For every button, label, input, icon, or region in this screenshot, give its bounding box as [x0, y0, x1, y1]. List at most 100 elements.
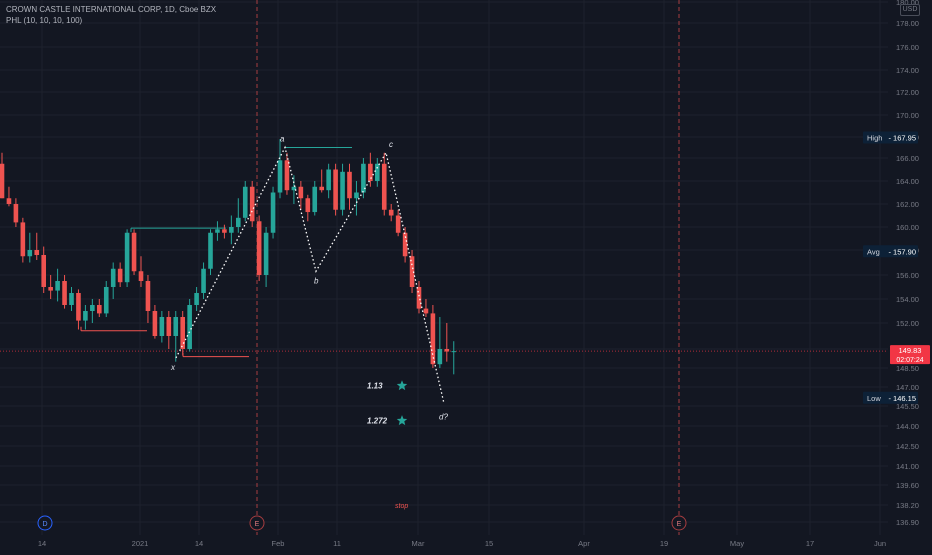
candle-body: [97, 305, 102, 314]
price-tick-label: 142.50: [896, 442, 919, 451]
candle-body: [48, 287, 53, 291]
price-tick-label: 162.00: [896, 200, 919, 209]
time-tick-label: Apr: [578, 539, 590, 548]
star-icon: [396, 415, 408, 426]
time-tick-label: 14: [38, 539, 46, 548]
pattern-point-label: a: [280, 135, 285, 144]
candle-body: [117, 268, 123, 283]
price-tick-label: 156.00: [896, 271, 919, 280]
candle-body: [62, 281, 67, 305]
candle-body: [83, 311, 88, 321]
candle-body: [138, 271, 144, 281]
annotations: 1.13 1.272 stop: [367, 380, 408, 510]
candle-body: [347, 171, 352, 199]
candle-body: [103, 287, 109, 314]
annotation-text: 1.272: [367, 417, 388, 426]
price-tick-label: 178.00: [896, 19, 919, 28]
grid: [0, 0, 888, 535]
candle-body: [34, 250, 40, 255]
price-tick-label: 145.50: [896, 402, 919, 411]
price-tick-label: 136.90: [896, 518, 919, 527]
high-bg: [863, 131, 918, 144]
bar-countdown: 02:07:24: [896, 357, 923, 364]
candle-body: [298, 186, 304, 199]
candle-body: [180, 317, 185, 349]
candle-body: [20, 222, 26, 257]
price-axis: 180.00178.00176.00174.00172.00170.00168.…: [888, 0, 932, 550]
candle-body: [354, 192, 359, 199]
candle-body: [340, 171, 345, 210]
candle-body: [388, 209, 394, 216]
low-value: - 146.15: [888, 394, 916, 403]
time-tick-label: 15: [485, 539, 493, 548]
price-tick-label: 170.00: [896, 111, 919, 120]
avg-bg: [863, 245, 918, 258]
candle-body: [41, 255, 46, 287]
price-tick-label: 164.00: [896, 177, 919, 186]
candle-body: [222, 229, 227, 233]
symbol-title[interactable]: CROWN CASTLE INTERNATIONAL CORP, 1D, Cbo…: [6, 5, 217, 14]
candle-body: [361, 163, 366, 193]
candle-body: [312, 186, 318, 213]
pattern-point-label: b: [314, 276, 319, 285]
low-label: Low: [867, 394, 881, 403]
price-labels: High - 167.95 Avg - 157.90 Low - 146.15 149.83…: [863, 131, 930, 404]
low-bg: [863, 391, 918, 404]
pattern-connector: [285, 148, 386, 153]
star-icon: [396, 380, 408, 391]
indicator-legend[interactable]: PHL (10, 10, 10, 100): [6, 16, 83, 25]
candle-body: [166, 317, 172, 336]
pattern-point-label: x: [170, 363, 176, 372]
price-tick-label: 180.00: [896, 0, 919, 7]
candle-body: [270, 192, 276, 233]
price-tick-label: 172.00: [896, 88, 919, 97]
candle-body: [444, 349, 450, 352]
currency-badge[interactable]: USD: [900, 4, 920, 16]
candle-body: [409, 256, 415, 287]
dividend-marker: [37, 515, 53, 531]
price-tick-label: 152.00: [896, 319, 919, 328]
candle-body: [236, 217, 241, 227]
price-tick-label: 174.00: [896, 66, 919, 75]
harmonic-pattern: x a b c d?: [170, 135, 448, 422]
price-tick-label: 148.50: [896, 364, 919, 373]
marker-letter: E: [255, 521, 260, 528]
time-tick-label: 19: [660, 539, 668, 548]
candle-body: [131, 232, 137, 272]
time-tick-label: Jun: [874, 539, 886, 548]
high-value: - 167.95: [888, 134, 916, 143]
last-price-value: 149.83: [899, 346, 922, 355]
time-axis: 14 2021 14 Feb 11 Mar 15 Apr 19 May 17 Jun: [0, 535, 888, 550]
candle-body: [145, 281, 151, 311]
candle-body: [319, 186, 324, 191]
candles: [0, 139, 457, 375]
earnings-marker: [249, 515, 265, 531]
candle-body: [423, 308, 429, 314]
candle-body: [249, 186, 255, 222]
price-tick-label: 144.00: [896, 422, 919, 431]
last-price-bg: [890, 345, 930, 365]
candle-body: [291, 186, 297, 191]
candle-body: [375, 163, 380, 181]
candle-body: [263, 232, 269, 275]
time-tick-label: 2021: [132, 539, 149, 548]
candle-body: [76, 293, 81, 321]
candle-body: [194, 293, 199, 305]
annotation-text: 1.13: [367, 382, 383, 391]
candle-body: [69, 293, 74, 305]
candle-body: [173, 317, 179, 336]
candle-body: [90, 305, 95, 311]
candle-body: [256, 221, 262, 275]
time-tick-label: May: [730, 539, 744, 548]
price-tick-label: 154.00: [896, 295, 919, 304]
price-tick-label: 138.20: [896, 501, 919, 510]
price-tick-label: 160.00: [896, 223, 919, 232]
avg-label: Avg: [867, 247, 880, 256]
price-axis-bg: [888, 0, 932, 550]
candle-body: [437, 349, 443, 365]
time-tick-label: Mar: [412, 539, 425, 548]
pattern-point-label: d?: [439, 412, 448, 421]
